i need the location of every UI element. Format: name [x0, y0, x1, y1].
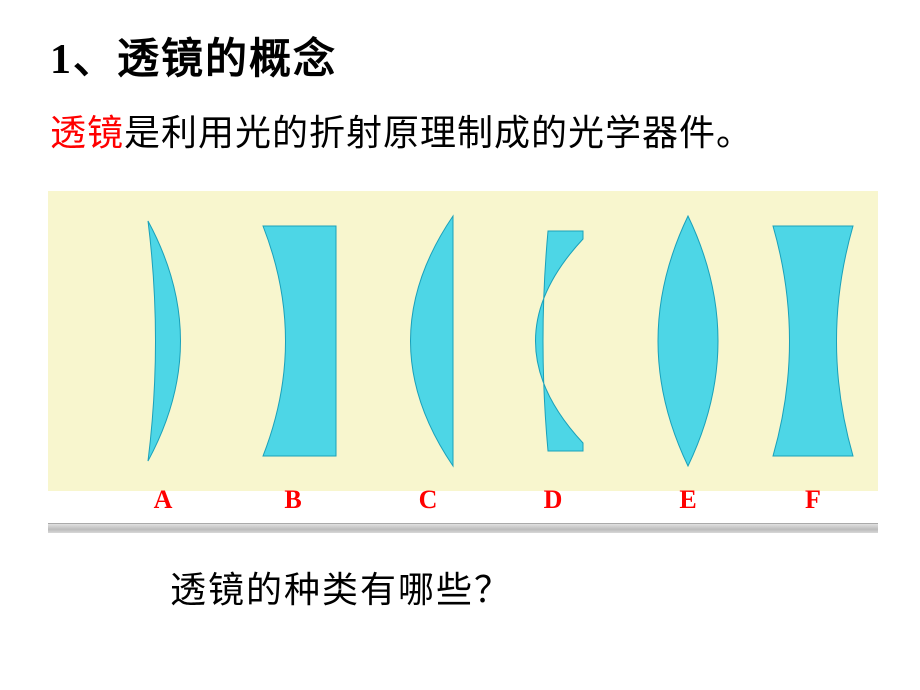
- lens-label-e: E: [679, 485, 696, 515]
- lens-label-f: F: [805, 485, 821, 515]
- lens-label-c: C: [419, 485, 438, 515]
- lens-diagram: A B C D E F: [48, 191, 878, 533]
- lens-panel: [48, 191, 878, 491]
- lens-label-b: B: [284, 485, 301, 515]
- definition-rest: 是利用光的折射原理制成的光学器件。: [124, 113, 753, 153]
- lens-label-row: A B C D E F: [48, 485, 878, 525]
- lens-label-d: D: [544, 485, 563, 515]
- lens-label-a: A: [154, 485, 173, 515]
- section-heading: 1、透镜的概念: [0, 0, 920, 86]
- question-line: 透镜的种类有哪些？: [0, 533, 920, 613]
- lens-svg: [48, 191, 878, 491]
- definition-line: 透镜是利用光的折射原理制成的光学器件。: [0, 86, 920, 156]
- term-red: 透镜: [50, 113, 124, 153]
